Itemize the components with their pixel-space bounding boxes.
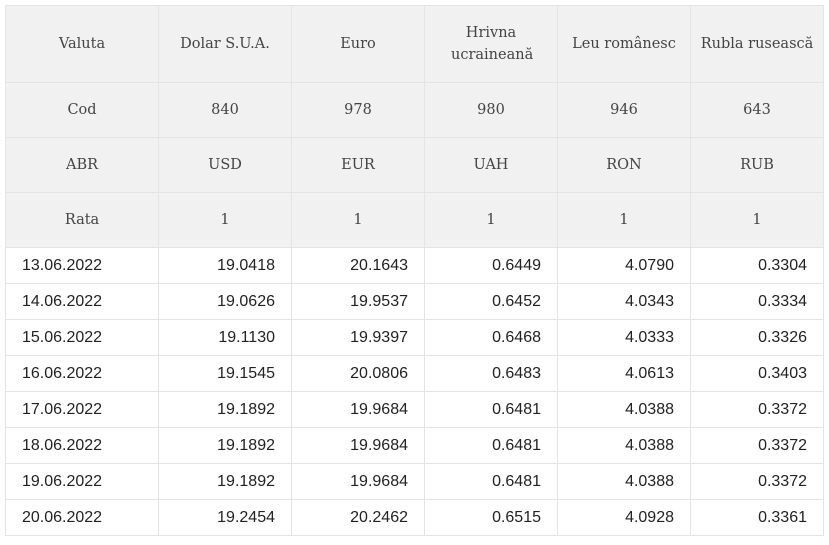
exchange-rates-table: Valuta Dolar S.U.A. Euro Hrivna ucrainea… <box>5 5 824 536</box>
rate-cell-ron: 4.0613 <box>557 355 691 392</box>
rate-cell-eur: 19.9684 <box>291 463 425 500</box>
currency-name-row: Valuta Dolar S.U.A. Euro Hrivna ucrainea… <box>5 5 824 83</box>
date-cell: 17.06.2022 <box>5 391 159 428</box>
rate-cell-ron: 4.0343 <box>557 283 691 320</box>
currency-code-row: Cod 840 978 980 946 643 <box>5 82 824 138</box>
rate-cell-rub: 0.3372 <box>690 427 824 464</box>
rate-cell-rub: 0.3334 <box>690 283 824 320</box>
rate-cell-uah: 0.6449 <box>424 247 558 284</box>
rate-cell-usd: 19.0626 <box>158 283 292 320</box>
rate-unit-uah: 1 <box>424 192 558 248</box>
table-row: 19.06.2022 19.1892 19.9684 0.6481 4.0388… <box>5 463 824 500</box>
header-label-valuta: Valuta <box>5 5 159 83</box>
rate-cell-rub: 0.3372 <box>690 391 824 428</box>
rate-cell-ron: 4.0928 <box>557 499 691 536</box>
table-row: 17.06.2022 19.1892 19.9684 0.6481 4.0388… <box>5 391 824 428</box>
currency-abbr-ron: RON <box>557 137 691 193</box>
rate-unit-rub: 1 <box>690 192 824 248</box>
table-row: 13.06.2022 19.0418 20.1643 0.6449 4.0790… <box>5 247 824 284</box>
rate-cell-usd: 19.0418 <box>158 247 292 284</box>
currency-code-rub: 643 <box>690 82 824 138</box>
table-row: 18.06.2022 19.1892 19.9684 0.6481 4.0388… <box>5 427 824 464</box>
table-row: 16.06.2022 19.1545 20.0806 0.6483 4.0613… <box>5 355 824 392</box>
rate-cell-ron: 4.0388 <box>557 427 691 464</box>
currency-code-ron: 946 <box>557 82 691 138</box>
rate-cell-rub: 0.3403 <box>690 355 824 392</box>
currency-abbr-rub: RUB <box>690 137 824 193</box>
rate-unit-eur: 1 <box>291 192 425 248</box>
currency-name-usd: Dolar S.U.A. <box>158 5 292 83</box>
date-cell: 13.06.2022 <box>5 247 159 284</box>
rate-cell-rub: 0.3304 <box>690 247 824 284</box>
currency-code-uah: 980 <box>424 82 558 138</box>
rate-cell-usd: 19.1892 <box>158 391 292 428</box>
rate-cell-ron: 4.0333 <box>557 319 691 356</box>
rate-cell-uah: 0.6481 <box>424 427 558 464</box>
rate-cell-usd: 19.2454 <box>158 499 292 536</box>
rate-cell-uah: 0.6481 <box>424 463 558 500</box>
rate-cell-eur: 20.0806 <box>291 355 425 392</box>
rate-unit-ron: 1 <box>557 192 691 248</box>
currency-code-eur: 978 <box>291 82 425 138</box>
rate-cell-usd: 19.1130 <box>158 319 292 356</box>
rate-cell-uah: 0.6481 <box>424 391 558 428</box>
rate-cell-eur: 20.2462 <box>291 499 425 536</box>
rate-cell-uah: 0.6483 <box>424 355 558 392</box>
table-row: 15.06.2022 19.1130 19.9397 0.6468 4.0333… <box>5 319 824 356</box>
rate-cell-eur: 19.9684 <box>291 427 425 464</box>
date-cell: 16.06.2022 <box>5 355 159 392</box>
currency-rate-unit-row: Rata 1 1 1 1 1 <box>5 192 824 248</box>
table-row: 14.06.2022 19.0626 19.9537 0.6452 4.0343… <box>5 283 824 320</box>
currency-name-uah: Hrivna ucraineană <box>424 5 558 83</box>
rate-cell-ron: 4.0790 <box>557 247 691 284</box>
rate-cell-uah: 0.6468 <box>424 319 558 356</box>
rate-cell-rub: 0.3326 <box>690 319 824 356</box>
currency-abbr-eur: EUR <box>291 137 425 193</box>
rate-cell-usd: 19.1892 <box>158 463 292 500</box>
header-label-cod: Cod <box>5 82 159 138</box>
rate-cell-uah: 0.6515 <box>424 499 558 536</box>
header-label-rata: Rata <box>5 192 159 248</box>
rate-cell-usd: 19.1892 <box>158 427 292 464</box>
rate-cell-ron: 4.0388 <box>557 463 691 500</box>
date-cell: 14.06.2022 <box>5 283 159 320</box>
currency-abbr-row: ABR USD EUR UAH RON RUB <box>5 137 824 193</box>
currency-name-ron: Leu românesc <box>557 5 691 83</box>
rate-cell-usd: 19.1545 <box>158 355 292 392</box>
rate-cell-eur: 20.1643 <box>291 247 425 284</box>
rate-cell-eur: 19.9537 <box>291 283 425 320</box>
currency-abbr-uah: UAH <box>424 137 558 193</box>
date-cell: 18.06.2022 <box>5 427 159 464</box>
date-cell: 15.06.2022 <box>5 319 159 356</box>
currency-name-rub: Rubla rusească <box>690 5 824 83</box>
header-label-abr: ABR <box>5 137 159 193</box>
rate-cell-uah: 0.6452 <box>424 283 558 320</box>
rate-unit-usd: 1 <box>158 192 292 248</box>
date-cell: 19.06.2022 <box>5 463 159 500</box>
exchange-rates-container: Valuta Dolar S.U.A. Euro Hrivna ucrainea… <box>5 5 824 536</box>
rate-cell-rub: 0.3361 <box>690 499 824 536</box>
table-row: 20.06.2022 19.2454 20.2462 0.6515 4.0928… <box>5 499 824 536</box>
currency-name-eur: Euro <box>291 5 425 83</box>
rate-cell-rub: 0.3372 <box>690 463 824 500</box>
rate-cell-eur: 19.9397 <box>291 319 425 356</box>
currency-abbr-usd: USD <box>158 137 292 193</box>
rate-cell-ron: 4.0388 <box>557 391 691 428</box>
rate-cell-eur: 19.9684 <box>291 391 425 428</box>
date-cell: 20.06.2022 <box>5 499 159 536</box>
currency-code-usd: 840 <box>158 82 292 138</box>
